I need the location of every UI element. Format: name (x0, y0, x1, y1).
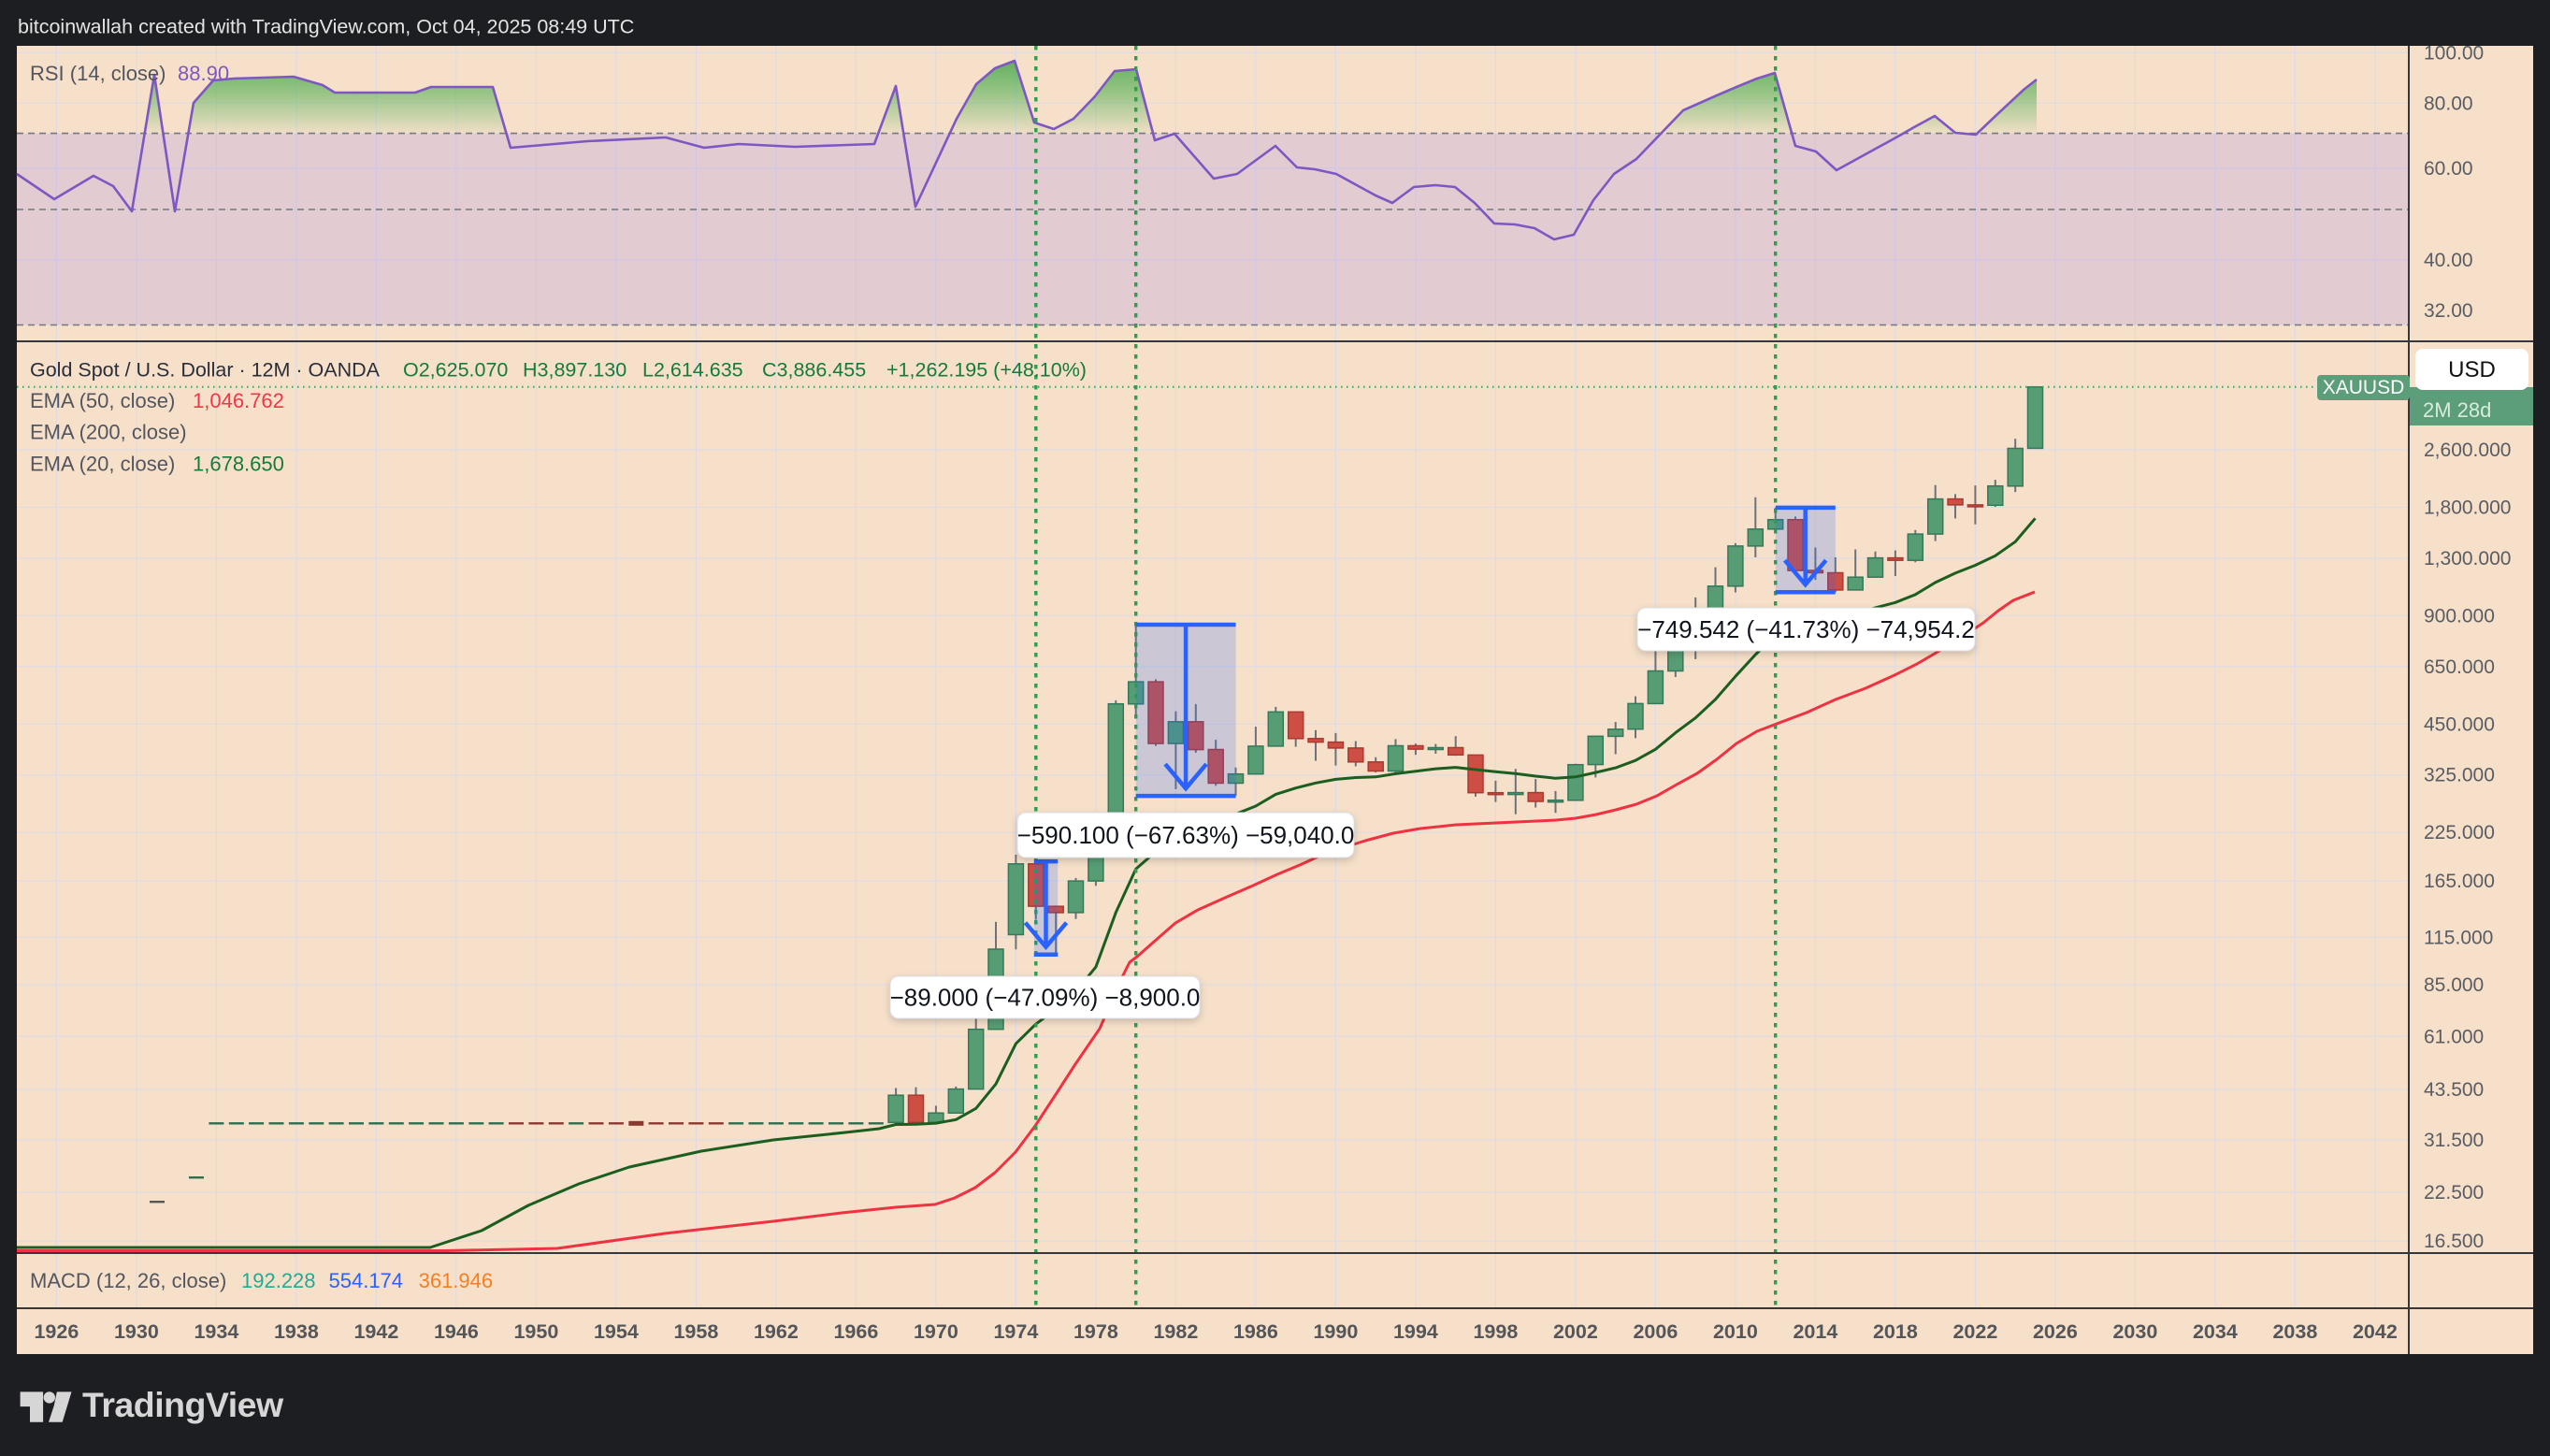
svg-text:1962: 1962 (754, 1320, 799, 1343)
svg-text:TradingView: TradingView (82, 1385, 284, 1424)
svg-text:1926: 1926 (34, 1320, 79, 1343)
svg-text:2M 28d: 2M 28d (2423, 398, 2491, 422)
svg-text:100.00: 100.00 (2424, 42, 2484, 64)
svg-text:−749.542 (−41.73%) −74,954.2: −749.542 (−41.73%) −74,954.2 (1637, 615, 1975, 643)
svg-text:85.000: 85.000 (2424, 974, 2484, 996)
svg-text:H3,897.130: H3,897.130 (523, 359, 627, 382)
svg-text:554.174: 554.174 (329, 1269, 404, 1292)
svg-text:361.946: 361.946 (419, 1269, 494, 1292)
svg-text:2042: 2042 (2353, 1320, 2398, 1343)
svg-text:88.90: 88.90 (178, 62, 229, 85)
svg-text:16.500: 16.500 (2424, 1231, 2484, 1252)
svg-text:1986: 1986 (1233, 1320, 1278, 1343)
svg-text:1958: 1958 (673, 1320, 718, 1343)
svg-text:80.00: 80.00 (2424, 93, 2473, 114)
svg-text:1942: 1942 (353, 1320, 398, 1343)
svg-text:165.000: 165.000 (2424, 871, 2495, 892)
svg-text:325.000: 325.000 (2424, 765, 2495, 786)
svg-text:43.500: 43.500 (2424, 1079, 2484, 1101)
svg-text:−590.100 (−67.63%) −59,040.0: −590.100 (−67.63%) −59,040.0 (1017, 821, 1355, 849)
svg-text:Gold Spot / U.S. Dollar · 12M: Gold Spot / U.S. Dollar · 12M · OANDA (30, 359, 381, 382)
svg-text:2006: 2006 (1633, 1320, 1678, 1343)
svg-text:XAUUSD: XAUUSD (2323, 377, 2405, 398)
svg-text:22.500: 22.500 (2424, 1182, 2484, 1204)
svg-text:−89.000 (−47.09%) −8,900.0: −89.000 (−47.09%) −8,900.0 (890, 984, 1201, 1012)
svg-text:2034: 2034 (2193, 1320, 2238, 1343)
svg-text:2014: 2014 (1793, 1320, 1837, 1343)
svg-text:1934: 1934 (194, 1320, 238, 1343)
svg-text:O2,625.070: O2,625.070 (403, 359, 508, 382)
svg-text:225.000: 225.000 (2424, 822, 2495, 843)
svg-text:bitcoinwallah created with Tra: bitcoinwallah created with TradingView.c… (18, 16, 634, 38)
svg-text:EMA (20, close): EMA (20, close) (30, 452, 175, 475)
svg-text:1,300.000: 1,300.000 (2424, 548, 2511, 569)
svg-text:40.00: 40.00 (2424, 250, 2473, 271)
svg-text:EMA (50, close): EMA (50, close) (30, 389, 175, 412)
svg-text:115.000: 115.000 (2424, 927, 2493, 948)
svg-text:1,678.650: 1,678.650 (193, 452, 284, 475)
svg-text:1982: 1982 (1153, 1320, 1198, 1343)
svg-text:1,800.000: 1,800.000 (2424, 497, 2511, 519)
svg-text:900.000: 900.000 (2424, 605, 2495, 627)
svg-text:1954: 1954 (594, 1320, 639, 1343)
svg-text:1,046.762: 1,046.762 (193, 389, 284, 412)
svg-text:2010: 2010 (1713, 1320, 1758, 1343)
svg-text:60.00: 60.00 (2424, 158, 2473, 180)
svg-text:31.500: 31.500 (2424, 1130, 2484, 1151)
svg-text:+1,262.195 (+48.10%): +1,262.195 (+48.10%) (886, 359, 1087, 382)
svg-text:2002: 2002 (1553, 1320, 1598, 1343)
svg-text:2026: 2026 (2033, 1320, 2078, 1343)
svg-text:450.000: 450.000 (2424, 714, 2495, 735)
svg-text:L2,614.635: L2,614.635 (642, 359, 743, 382)
svg-text:RSI (14, close): RSI (14, close) (30, 62, 166, 85)
svg-text:1994: 1994 (1393, 1320, 1438, 1343)
svg-text:1930: 1930 (114, 1320, 159, 1343)
svg-text:MACD (12, 26, close): MACD (12, 26, close) (30, 1269, 226, 1292)
svg-text:650.000: 650.000 (2424, 656, 2495, 678)
svg-text:1950: 1950 (513, 1320, 558, 1343)
svg-text:1966: 1966 (833, 1320, 878, 1343)
svg-text:1946: 1946 (434, 1320, 479, 1343)
svg-text:1978: 1978 (1073, 1320, 1118, 1343)
svg-text:1938: 1938 (274, 1320, 319, 1343)
svg-text:32.00: 32.00 (2424, 300, 2473, 322)
svg-text:2038: 2038 (2272, 1320, 2317, 1343)
svg-text:61.000: 61.000 (2424, 1026, 2484, 1047)
svg-text:2030: 2030 (2112, 1320, 2157, 1343)
svg-text:1974: 1974 (993, 1320, 1038, 1343)
svg-text:1998: 1998 (1473, 1320, 1518, 1343)
svg-text:EMA (200, close): EMA (200, close) (30, 421, 187, 444)
svg-text:2018: 2018 (1873, 1320, 1918, 1343)
svg-text:2,600.000: 2,600.000 (2424, 440, 2511, 461)
svg-text:USD: USD (2448, 357, 2496, 382)
svg-text:192.228: 192.228 (241, 1269, 316, 1292)
svg-text:C3,886.455: C3,886.455 (762, 359, 866, 382)
svg-text:1990: 1990 (1313, 1320, 1358, 1343)
svg-text:1970: 1970 (914, 1320, 958, 1343)
svg-text:2022: 2022 (1952, 1320, 1997, 1343)
